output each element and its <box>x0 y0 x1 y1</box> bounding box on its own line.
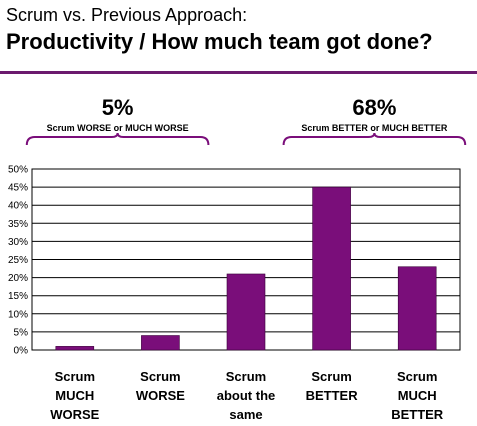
x-tick-label: Scrum <box>226 369 266 384</box>
chart-subtitle: Productivity / How much team got done? <box>6 29 433 54</box>
x-tick-label: Scrum <box>140 369 180 384</box>
bar <box>397 266 437 351</box>
y-tick-label: 5% <box>14 327 29 338</box>
x-tick-label: BETTER <box>306 388 359 403</box>
x-tick-label: WORSE <box>50 407 99 422</box>
x-tick-label: Scrum <box>311 369 351 384</box>
y-tick-label: 0% <box>14 346 29 357</box>
x-tick-label: Scrum <box>55 369 95 384</box>
y-tick-label: 10% <box>8 309 28 320</box>
y-tick-label: 25% <box>8 255 28 266</box>
x-tick-label: about the <box>217 388 276 403</box>
annotation-percent: 5% <box>102 95 134 120</box>
annotation-text: Scrum WORSE or MUCH WORSE <box>47 123 189 133</box>
bar <box>55 346 95 351</box>
annotation-brace <box>25 132 210 146</box>
chart-title: Scrum vs. Previous Approach: <box>6 5 248 25</box>
annotation-brace <box>282 132 467 146</box>
x-tick-label: WORSE <box>136 388 185 403</box>
annotation-percent: 68% <box>352 95 396 120</box>
x-tick-label: MUCH <box>55 388 94 403</box>
y-tick-label: 50% <box>8 165 28 176</box>
y-tick-label: 20% <box>8 273 28 284</box>
y-tick-label: 15% <box>8 291 28 302</box>
y-tick-label: 40% <box>8 201 28 212</box>
y-tick-label: 45% <box>8 183 28 194</box>
bar <box>312 186 351 351</box>
title-divider <box>0 71 477 74</box>
y-tick-label: 35% <box>8 219 28 230</box>
bar <box>226 273 266 351</box>
x-tick-label: same <box>229 407 262 422</box>
x-tick-label: BETTER <box>391 407 444 422</box>
bar <box>141 335 180 351</box>
x-tick-label: MUCH <box>398 388 437 403</box>
y-tick-label: 30% <box>8 237 28 248</box>
annotation-text: Scrum BETTER or MUCH BETTER <box>301 123 448 133</box>
x-tick-label: Scrum <box>397 369 437 384</box>
